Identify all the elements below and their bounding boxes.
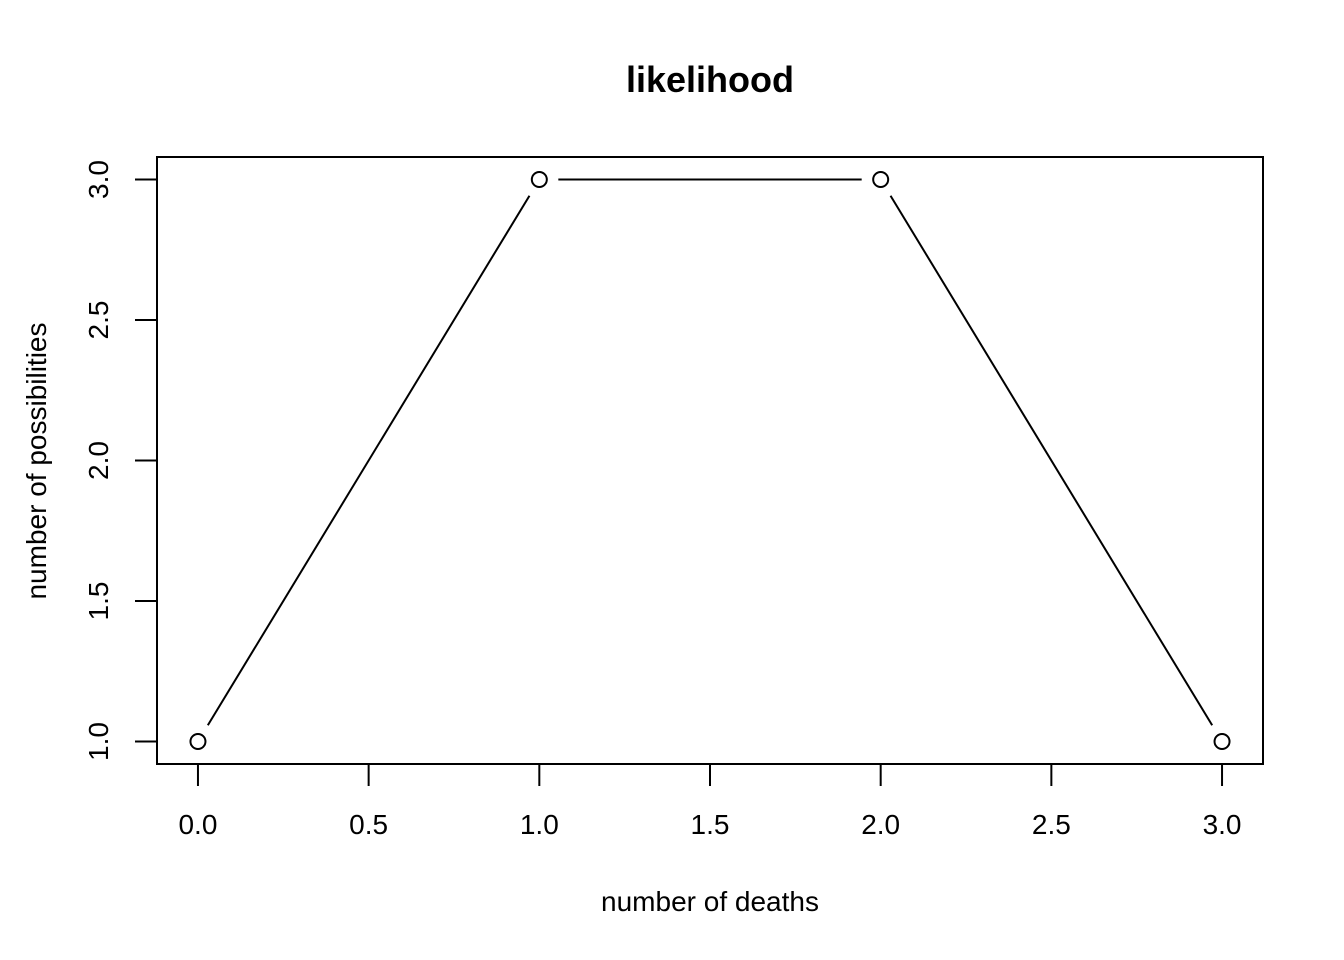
x-tick-label: 0.5 bbox=[349, 809, 388, 840]
x-tick-label: 3.0 bbox=[1203, 809, 1242, 840]
y-tick-label: 1.5 bbox=[83, 582, 114, 621]
x-tick-label: 0.0 bbox=[178, 809, 217, 840]
series-segment bbox=[889, 195, 1214, 726]
y-tick-label: 2.0 bbox=[83, 441, 114, 480]
x-axis: 0.0 0.5 1.0 1.5 2.0 2.5 3.0 bbox=[178, 763, 1242, 840]
x-tick-label: 1.0 bbox=[520, 809, 559, 840]
x-tick-label: 2.0 bbox=[861, 809, 900, 840]
data-point bbox=[530, 170, 548, 188]
y-axis: 1.0 1.5 2.0 2.5 3.0 bbox=[83, 160, 158, 761]
data-point bbox=[189, 733, 207, 751]
series-line bbox=[206, 178, 1214, 726]
series-segment bbox=[206, 195, 531, 726]
series-points bbox=[189, 170, 1231, 751]
x-tick-label: 2.5 bbox=[1032, 809, 1071, 840]
y-tick-label: 3.0 bbox=[83, 160, 114, 199]
chart-title: likelihood bbox=[626, 59, 794, 100]
data-point bbox=[1213, 733, 1231, 751]
data-point bbox=[872, 170, 890, 188]
plot-frame bbox=[156, 156, 1264, 765]
y-tick-label: 2.5 bbox=[83, 301, 114, 340]
y-axis-label: number of possibilities bbox=[21, 322, 52, 599]
x-tick-label: 1.5 bbox=[691, 809, 730, 840]
y-tick-label: 1.0 bbox=[83, 722, 114, 761]
x-axis-label: number of deaths bbox=[601, 886, 819, 917]
